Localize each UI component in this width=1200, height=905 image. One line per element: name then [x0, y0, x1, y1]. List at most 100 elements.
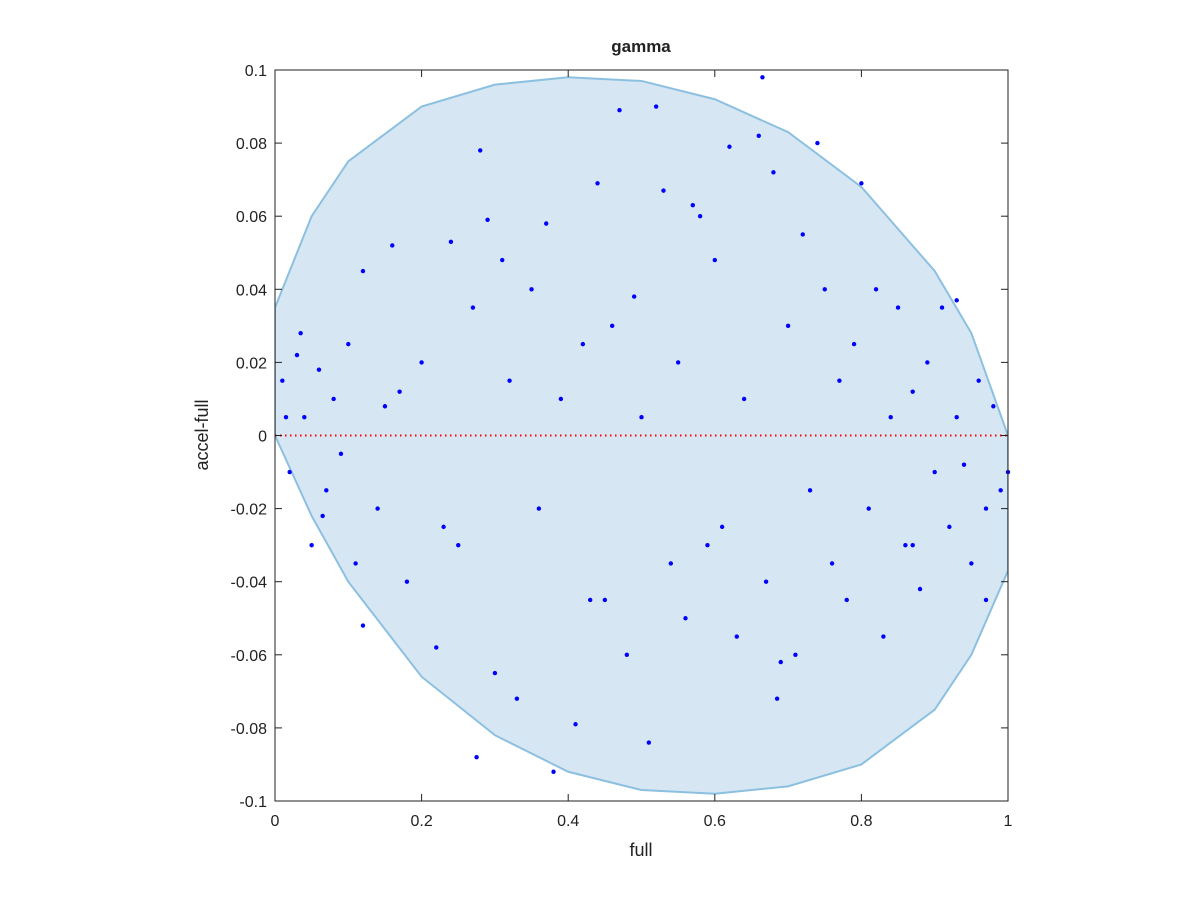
point [529, 287, 534, 292]
point [675, 360, 681, 365]
point [697, 214, 703, 219]
point [888, 415, 893, 420]
point [346, 341, 351, 347]
y-tick-label: 0 [258, 429, 267, 446]
point [983, 506, 989, 511]
point [298, 330, 303, 336]
x-tick-label: 1 [1004, 813, 1013, 830]
point [910, 389, 915, 394]
point [844, 597, 849, 603]
point [961, 462, 967, 467]
point [954, 415, 959, 420]
point [514, 696, 520, 701]
x-tick-label: 0.6 [704, 813, 726, 830]
point [741, 396, 747, 402]
point [492, 670, 498, 676]
point [925, 360, 930, 365]
point [397, 389, 402, 394]
point [734, 634, 739, 639]
y-tick-label: 0.04 [236, 282, 267, 299]
point [544, 221, 549, 226]
point [390, 243, 395, 248]
point [807, 488, 813, 493]
point [375, 506, 380, 511]
point [338, 451, 344, 456]
point [998, 488, 1003, 493]
point [983, 597, 989, 603]
point [353, 561, 358, 566]
point [283, 415, 289, 420]
point [404, 579, 410, 584]
point [903, 542, 908, 548]
point [829, 561, 835, 566]
y-tick-label: -0.06 [231, 648, 268, 665]
point [661, 188, 666, 193]
point [683, 616, 688, 621]
point [441, 524, 446, 530]
point [309, 542, 314, 548]
point [800, 232, 805, 237]
point [910, 542, 915, 548]
point [294, 352, 300, 358]
point [558, 396, 564, 402]
point [712, 257, 717, 263]
point [976, 378, 981, 383]
point [573, 722, 578, 727]
point [500, 257, 505, 263]
y-tick-label: -0.08 [231, 721, 268, 738]
point [771, 170, 776, 175]
point [324, 488, 329, 493]
point [815, 140, 820, 146]
point [448, 239, 454, 244]
point [866, 506, 871, 511]
point [822, 287, 827, 292]
y-tick-label: 0.08 [236, 136, 267, 153]
point [609, 323, 615, 329]
point [646, 740, 652, 745]
y-tick-label: 0.02 [236, 355, 267, 372]
point [690, 203, 696, 208]
x-tick-label: 0.4 [557, 813, 579, 830]
point [624, 652, 630, 657]
point [485, 217, 490, 223]
point [785, 323, 791, 329]
point [474, 754, 479, 760]
point [478, 148, 483, 153]
point [727, 144, 732, 149]
point [470, 305, 476, 310]
point [760, 75, 765, 80]
x-tick-label: 0 [271, 813, 280, 830]
y-tick-label: -0.02 [231, 502, 268, 519]
point [287, 469, 292, 475]
point [763, 579, 769, 584]
point [705, 542, 710, 548]
point [793, 652, 798, 657]
y-tick-label: -0.04 [231, 575, 268, 592]
point [360, 623, 366, 628]
point [991, 404, 996, 409]
point [302, 415, 307, 420]
point [851, 341, 857, 347]
point [316, 367, 322, 372]
point [382, 404, 388, 409]
point [434, 645, 439, 650]
point [932, 469, 937, 475]
x-tick-label: 0.8 [850, 813, 872, 830]
point [639, 415, 644, 420]
point [580, 341, 586, 347]
point [617, 108, 622, 113]
point [602, 597, 608, 603]
point [507, 378, 512, 383]
point [331, 396, 336, 402]
point [320, 513, 325, 519]
point [719, 524, 725, 530]
y-tick-label: 0.1 [245, 63, 267, 80]
point [917, 586, 923, 592]
point [631, 294, 637, 299]
point [653, 104, 659, 109]
point [939, 305, 945, 310]
x-tick-label: 0.2 [410, 813, 432, 830]
point [595, 181, 600, 186]
point [881, 634, 886, 639]
